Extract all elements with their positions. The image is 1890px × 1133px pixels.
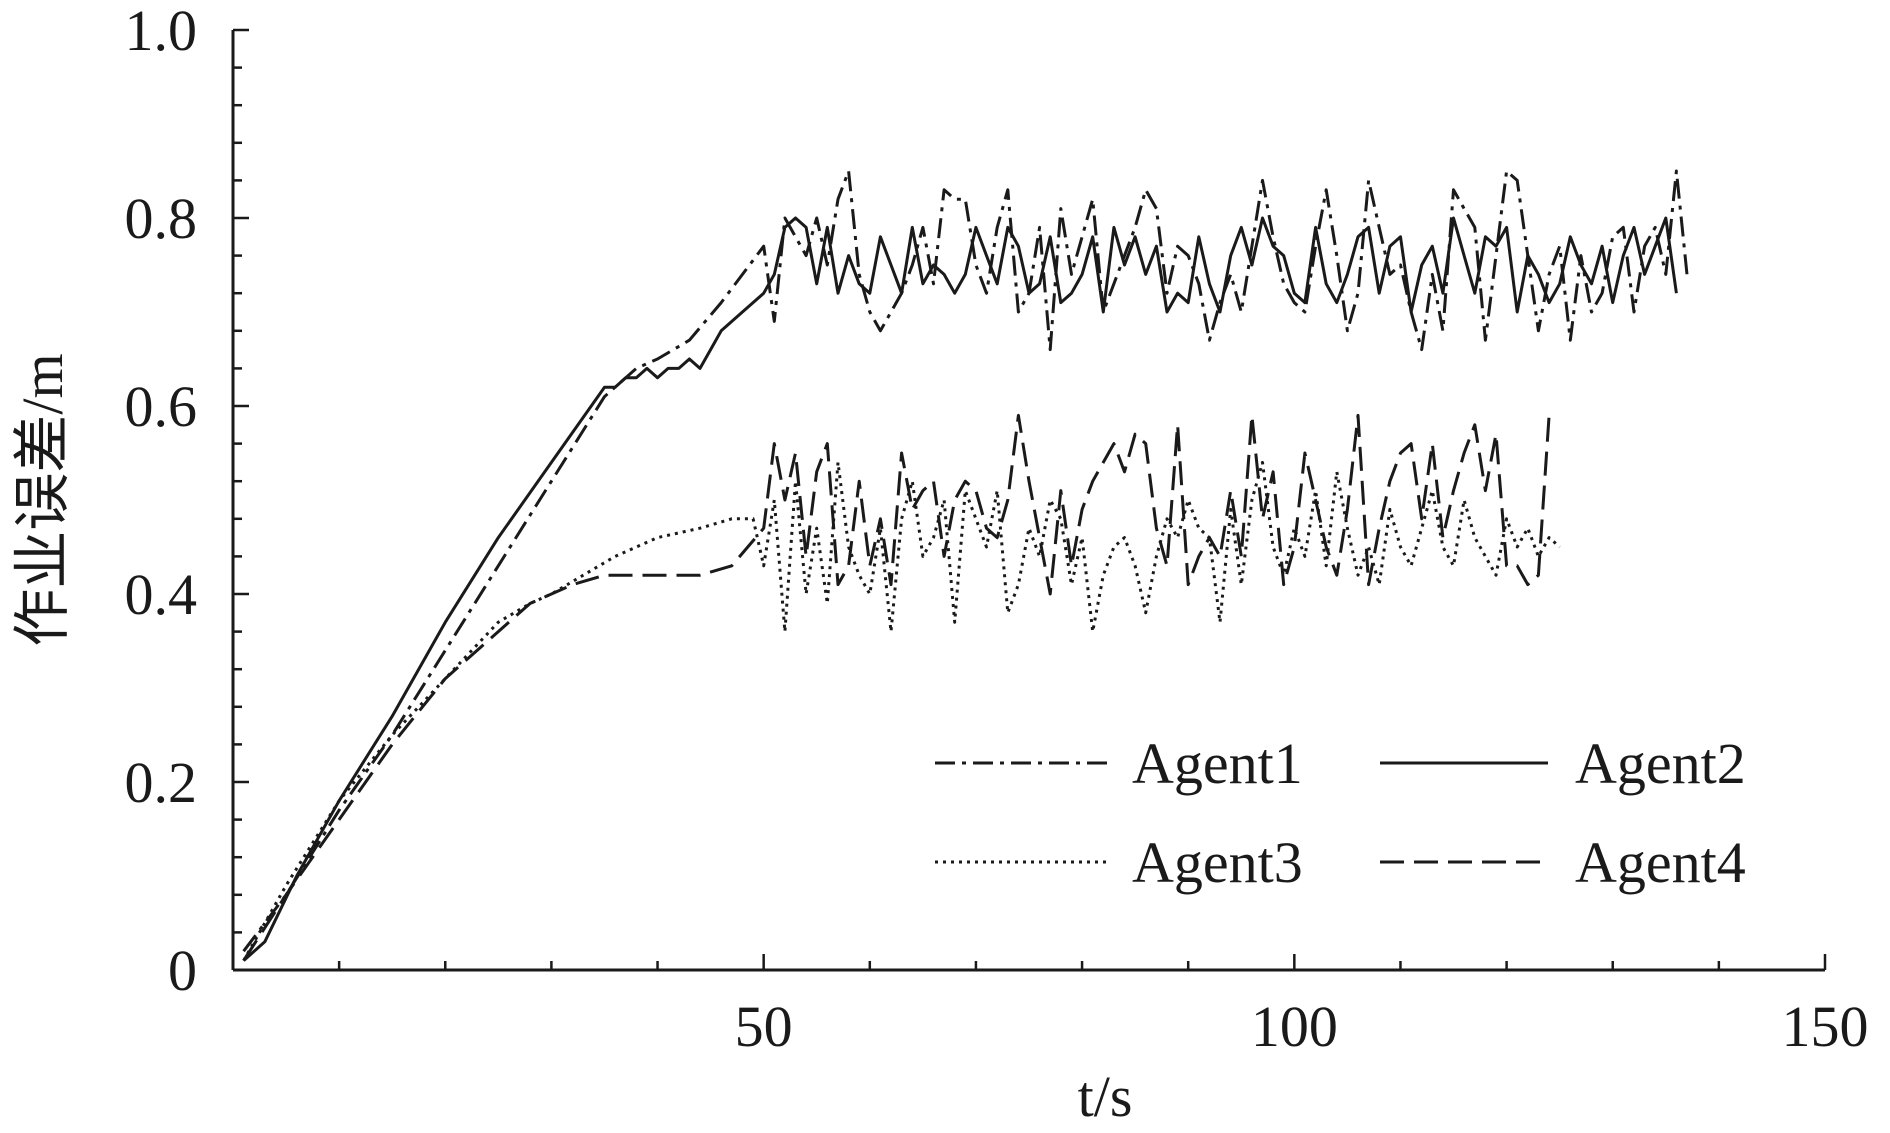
series-line-agent4	[242, 413, 1551, 962]
y-tick-label: 0.6	[125, 374, 198, 439]
x-tick-label: 50	[735, 994, 793, 1059]
axes: 0 0.2 0.4 0.6 0.8 1.0 50 100 150	[125, 0, 1869, 1059]
y-tick-label: 0.4	[125, 562, 198, 627]
legend-label-agent2: Agent2	[1575, 731, 1746, 796]
x-tick-label: 100	[1251, 994, 1338, 1059]
y-tick-label: 0.2	[125, 750, 198, 815]
series-line-agent1	[242, 169, 1689, 953]
y-axis-title: 作业误差/m	[10, 353, 75, 646]
series-lines	[242, 169, 1689, 962]
series-line-agent3	[242, 460, 1561, 962]
x-tick-label: 150	[1782, 994, 1869, 1059]
legend-label-agent4: Agent4	[1575, 830, 1746, 895]
legend-label-agent3: Agent3	[1132, 830, 1303, 895]
legend-label-agent1: Agent1	[1132, 731, 1303, 796]
x-axis-title: t/s	[1078, 1064, 1133, 1128]
y-tick-label: 1.0	[125, 0, 198, 63]
y-tick-label: 0	[168, 938, 197, 1003]
y-tick-label: 0.8	[125, 186, 198, 251]
legend: Agent1 Agent2 Agent3 Agent4	[935, 731, 1746, 895]
series-line-agent2	[242, 216, 1678, 962]
